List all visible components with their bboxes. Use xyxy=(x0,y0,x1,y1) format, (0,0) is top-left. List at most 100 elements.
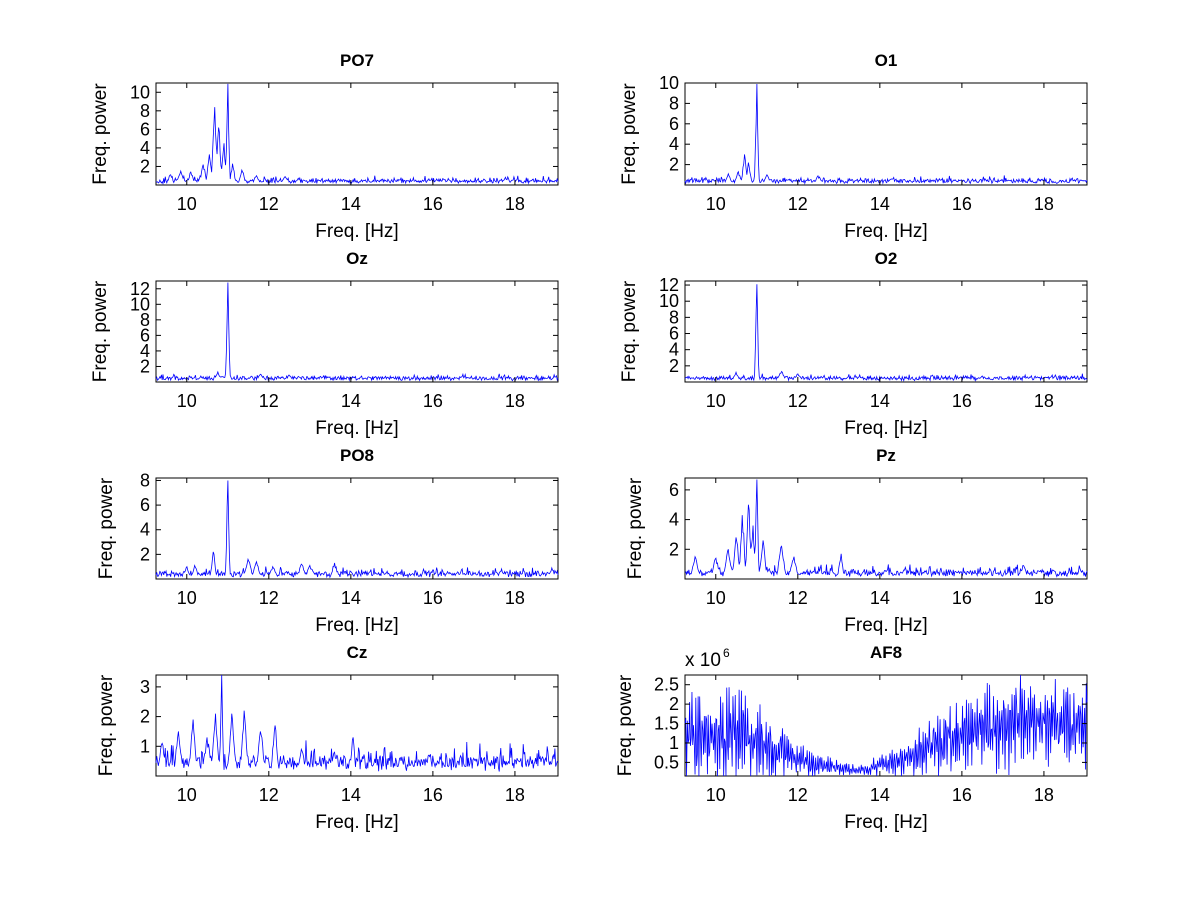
y-tick-label: 2 xyxy=(140,156,150,176)
y-tick-label: 6 xyxy=(140,325,150,345)
y-tick-label: 2 xyxy=(669,356,679,376)
x-tick-label: 18 xyxy=(505,391,525,411)
x-tick-label: 10 xyxy=(177,194,197,214)
y-tick-label: 2 xyxy=(669,539,679,559)
axes-frame xyxy=(155,82,559,186)
x-tick-label: 16 xyxy=(423,391,443,411)
axes-frame xyxy=(684,280,1088,383)
y-axis-label: Freq. power xyxy=(90,83,111,185)
x-tick-label: 18 xyxy=(1034,391,1054,411)
y-tick-label: 4 xyxy=(140,520,150,540)
spectrum-line xyxy=(684,284,1088,382)
axes-frame xyxy=(684,82,1088,186)
x-axis-label: Freq. [Hz] xyxy=(315,812,398,833)
x-tick-label: 10 xyxy=(706,588,726,608)
x-tick-label: 12 xyxy=(788,588,808,608)
x-tick-label: 16 xyxy=(423,194,443,214)
x-tick-label: 10 xyxy=(706,391,726,411)
spectrum-line xyxy=(684,479,1088,578)
y-tick-label: 6 xyxy=(140,119,150,139)
y-tick-label: 2 xyxy=(140,544,150,564)
y-tick-label: 8 xyxy=(669,307,679,327)
x-tick-label: 10 xyxy=(177,785,197,805)
x-axis-label: Freq. [Hz] xyxy=(315,615,398,636)
y-tick-label: 3 xyxy=(140,677,150,697)
x-tick-label: 12 xyxy=(259,194,279,214)
y-multiplier-label: x 10 xyxy=(685,650,721,671)
axes-frame xyxy=(684,477,1088,580)
y-tick-label: 2 xyxy=(140,707,150,727)
y-tick-label: 2 xyxy=(669,155,679,175)
spectrum-line xyxy=(155,674,559,772)
y-tick-label: 10 xyxy=(130,294,150,314)
subplot-title: PO7 xyxy=(340,51,374,70)
x-tick-label: 14 xyxy=(870,391,890,411)
x-tick-label: 10 xyxy=(706,194,726,214)
y-tick-label: 4 xyxy=(669,510,679,530)
x-tick-label: 14 xyxy=(870,785,890,805)
x-tick-label: 16 xyxy=(952,785,972,805)
y-axis-label: Freq. power xyxy=(615,674,636,776)
y-axis-label: Freq. power xyxy=(619,83,640,185)
y-axis-label: Freq. power xyxy=(625,477,646,579)
x-tick-label: 12 xyxy=(788,391,808,411)
y-axis-label: Freq. power xyxy=(96,477,117,579)
y-tick-label: 8 xyxy=(140,310,150,330)
x-tick-label: 12 xyxy=(788,194,808,214)
axes-frame xyxy=(155,477,559,580)
subplot-af8: 10 12 14 16 18 0.511.522.5 AF8 Freq. [Hz] Freq. … xyxy=(615,643,1088,833)
y-tick-label: 4 xyxy=(140,341,150,361)
y-tick-label: 4 xyxy=(669,340,679,360)
x-tick-label: 18 xyxy=(505,194,525,214)
x-tick-label: 18 xyxy=(1034,194,1054,214)
x-tick-label: 12 xyxy=(259,588,279,608)
x-axis-label: Freq. [Hz] xyxy=(844,812,927,833)
x-axis-label: Freq. [Hz] xyxy=(844,221,927,242)
x-tick-label: 14 xyxy=(341,785,361,805)
x-tick-label: 16 xyxy=(952,391,972,411)
subplot-title: Pz xyxy=(876,446,896,465)
spectrum-line xyxy=(684,674,1088,777)
spectrum-line xyxy=(684,84,1088,185)
y-axis-label: Freq. power xyxy=(96,674,117,776)
y-tick-label: 2 xyxy=(140,356,150,376)
x-tick-label: 18 xyxy=(505,785,525,805)
subplot-title: Cz xyxy=(347,643,368,662)
x-tick-label: 12 xyxy=(259,391,279,411)
x-tick-label: 18 xyxy=(1034,785,1054,805)
x-tick-label: 16 xyxy=(952,194,972,214)
x-tick-label: 16 xyxy=(952,588,972,608)
x-axis-label: Freq. [Hz] xyxy=(844,615,927,636)
subplot-po8: 10 12 14 16 18 2 4 6 8 PO8 Freq. [Hz] Freq. power xyxy=(96,446,559,636)
x-tick-label: 18 xyxy=(505,588,525,608)
x-axis-label: Freq. [Hz] xyxy=(315,418,398,439)
x-tick-label: 14 xyxy=(341,391,361,411)
y-tick-label: 8 xyxy=(140,470,150,490)
y-tick-label: 1 xyxy=(669,733,679,753)
y-axis-label: Freq. power xyxy=(90,280,111,382)
spectrum-line xyxy=(155,83,559,186)
y-tick-label: 0.5 xyxy=(654,752,679,772)
x-tick-label: 14 xyxy=(341,588,361,608)
y-tick-label: 6 xyxy=(669,114,679,134)
x-tick-label: 16 xyxy=(423,785,443,805)
y-tick-label: 1 xyxy=(140,736,150,756)
x-tick-label: 16 xyxy=(423,588,443,608)
x-tick-label: 10 xyxy=(706,785,726,805)
y-multiplier-exponent: 6 xyxy=(723,646,730,660)
y-axis-label: Freq. power xyxy=(619,280,640,382)
x-tick-label: 10 xyxy=(177,391,197,411)
spectrum-line xyxy=(155,282,559,382)
x-axis-label: Freq. [Hz] xyxy=(844,418,927,439)
x-tick-label: 12 xyxy=(259,785,279,805)
subplot-title: Oz xyxy=(346,249,368,268)
subplot-title: AF8 xyxy=(870,643,902,662)
y-tick-label: 8 xyxy=(140,101,150,121)
x-tick-label: 14 xyxy=(870,194,890,214)
x-tick-label: 14 xyxy=(870,588,890,608)
